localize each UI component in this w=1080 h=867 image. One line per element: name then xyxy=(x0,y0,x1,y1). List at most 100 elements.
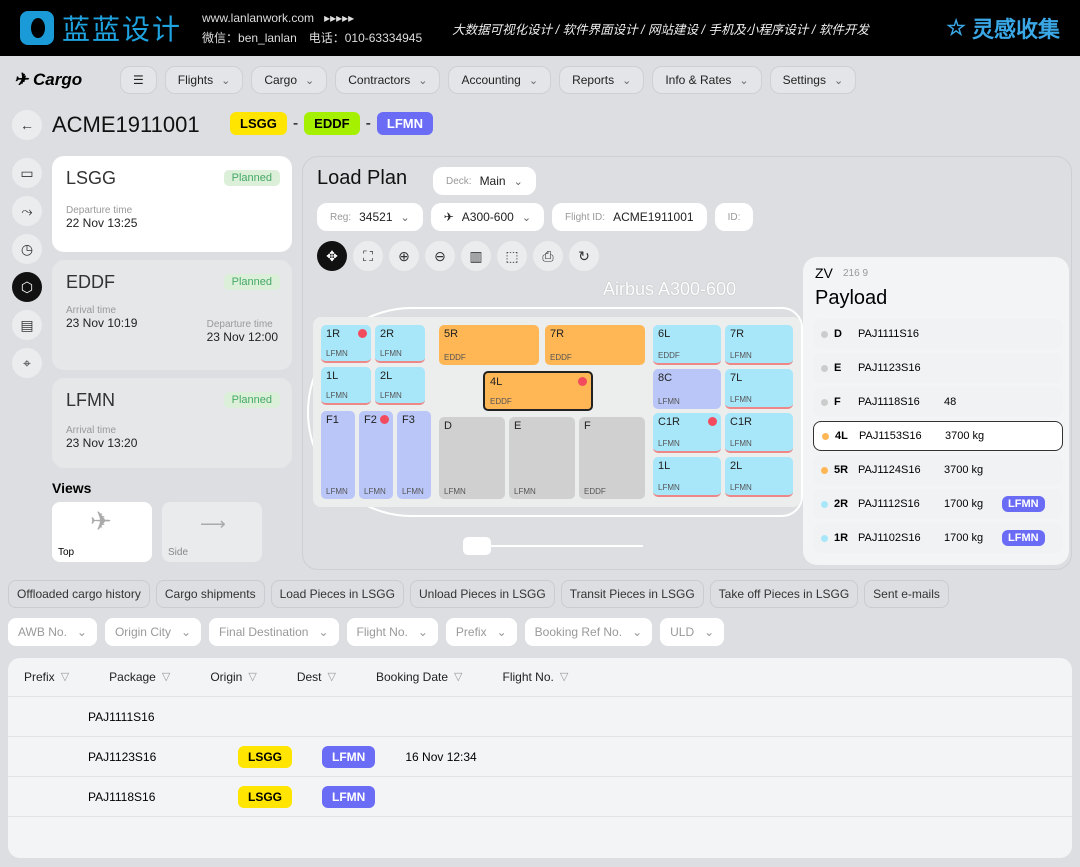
cargo-slot-c1r[interactable]: C1R LFMN xyxy=(653,413,721,453)
table-row[interactable]: PAJ1111S16 xyxy=(8,697,1072,737)
route-chip-eddf[interactable]: EDDF xyxy=(304,112,360,135)
nav-reports[interactable]: Reports ⌄ xyxy=(559,66,645,94)
id-card-icon[interactable]: ▭ xyxy=(12,158,42,188)
dest-chip[interactable]: LFMN xyxy=(322,745,376,768)
filter-icon[interactable]: ▽ xyxy=(327,671,336,683)
payload-row[interactable]: E PAJ1123S16 xyxy=(813,353,1063,383)
filter-booking-ref-no-[interactable]: Booking Ref No. ⌄ xyxy=(524,618,653,646)
cargo-slot-6l[interactable]: 6L EDDF xyxy=(653,325,721,365)
cargo-slot-f[interactable]: F EDDF xyxy=(579,417,645,499)
stop-card-lfmn[interactable]: LFMN Planned Arrival time 23 Nov 13:20 xyxy=(52,378,292,468)
clock-icon[interactable]: ◷ xyxy=(12,234,42,264)
filter-prefix[interactable]: Prefix ⌄ xyxy=(445,618,517,646)
filter-final-destination[interactable]: Final Destination ⌄ xyxy=(209,618,339,646)
filter-icon[interactable]: ▽ xyxy=(248,671,257,683)
column-header[interactable]: Flight No. xyxy=(502,670,554,684)
origin-chip[interactable]: LSGG xyxy=(238,785,293,808)
payload-row[interactable]: 2R PAJ1112S16 1700 kg LFMN xyxy=(813,489,1063,519)
origin-chip[interactable]: LSGG xyxy=(238,745,293,768)
payload-row[interactable]: 5R PAJ1124S16 3700 kg xyxy=(813,455,1063,485)
cargo-slot-2r[interactable]: 2R LFMN xyxy=(375,325,425,363)
nav-accounting[interactable]: Accounting ⌄ xyxy=(448,66,552,94)
cargo-slot-5r[interactable]: 5R EDDF xyxy=(439,325,539,365)
bottom-tab[interactable]: Load Pieces in LSGG xyxy=(270,580,404,608)
refresh-icon[interactable]: ↻ xyxy=(569,241,599,271)
view-side[interactable]: ⟶ Side xyxy=(162,502,262,562)
nav-contractors[interactable]: Contractors ⌄ xyxy=(335,66,441,94)
column-header[interactable]: Origin xyxy=(210,670,243,684)
bottom-tab[interactable]: Unload Pieces in LSGG xyxy=(409,580,555,608)
nav-settings[interactable]: Settings ⌄ xyxy=(769,66,857,94)
bottom-tab[interactable]: Sent e-mails xyxy=(864,580,949,608)
column-header[interactable]: Package xyxy=(109,670,156,684)
bottom-tab[interactable]: Transit Pieces in LSGG xyxy=(560,580,704,608)
cargo-slot-1r[interactable]: 1R LFMN xyxy=(321,325,371,363)
column-header[interactable]: Dest xyxy=(296,670,322,684)
cargo-slot-c1r[interactable]: C1R LFMN xyxy=(725,413,793,453)
column-header[interactable]: Booking Date xyxy=(375,670,449,684)
bottom-tab[interactable]: Take off Pieces in LSGG xyxy=(709,580,859,608)
payload-dest-chip[interactable]: LFMN xyxy=(1002,530,1045,546)
payload-dest-chip[interactable]: LFMN xyxy=(1002,496,1045,512)
stop-card-lsgg[interactable]: LSGG Planned Departure time 22 Nov 13:25 xyxy=(52,156,292,252)
route-chip-lfmn[interactable]: LFMN xyxy=(376,112,433,135)
save-icon[interactable]: ▥ xyxy=(461,241,491,271)
bottom-tab[interactable]: Cargo shipments xyxy=(155,580,265,608)
cargo-slot-d[interactable]: D LFMN xyxy=(439,417,505,499)
print-icon[interactable]: ⎙ xyxy=(533,241,563,271)
dest-chip[interactable]: LFMN xyxy=(322,785,376,808)
aircraft-select[interactable]: ✈ A300-600 ⌄ xyxy=(430,203,545,231)
payload-row[interactable]: D PAJ1111S16 xyxy=(813,319,1063,349)
nav-cargo[interactable]: Cargo ⌄ xyxy=(251,66,328,94)
table-row[interactable]: PAJ1123S16 LSGG LFMN 16 Nov 12:34 xyxy=(8,737,1072,777)
app-logo[interactable]: ✈ Cargo xyxy=(14,70,82,90)
cargo-slot-2l[interactable]: 2L LFMN xyxy=(375,367,425,405)
zoom-slider[interactable] xyxy=(463,537,643,555)
payload-row[interactable]: 1R PAJ1102S16 1700 kg LFMN xyxy=(813,523,1063,553)
payload-row[interactable]: 4L PAJ1153S16 3700 kg xyxy=(813,421,1063,451)
deck-select[interactable]: Deck: Main ⌄ xyxy=(433,167,536,195)
select-icon[interactable]: ⬚ xyxy=(497,241,527,271)
document-icon[interactable]: ▤ xyxy=(12,310,42,340)
filter-icon[interactable]: ▽ xyxy=(161,671,171,683)
map-pin-icon[interactable]: ⌖ xyxy=(12,348,42,378)
cargo-slot-7r[interactable]: 7R LFMN xyxy=(725,325,793,365)
website-link[interactable]: www.lanlanwork.com xyxy=(202,11,315,25)
route-icon[interactable]: ⤳ xyxy=(12,196,42,226)
zoom-in-icon[interactable]: ⊕ xyxy=(389,241,419,271)
move-icon[interactable]: ✥ xyxy=(317,241,347,271)
nav-info-rates[interactable]: Info & Rates ⌄ xyxy=(652,66,762,94)
cargo-slot-1l[interactable]: 1L LFMN xyxy=(321,367,371,405)
filter-flight-no-[interactable]: Flight No. ⌄ xyxy=(346,618,438,646)
view-top[interactable]: ✈ Top xyxy=(52,502,152,562)
zoom-out-icon[interactable]: ⊖ xyxy=(425,241,455,271)
cargo-slot-2l[interactable]: 2L LFMN xyxy=(725,457,793,497)
filter-icon[interactable]: ▽ xyxy=(559,671,569,683)
fit-icon[interactable]: ⛶ xyxy=(353,241,383,271)
cargo-slot-1l[interactable]: 1L LFMN xyxy=(653,457,721,497)
cargo-slot-f1[interactable]: F1 LFMN xyxy=(321,411,355,499)
nav-flights[interactable]: Flights ⌄ xyxy=(164,66,244,94)
filter-icon[interactable]: ▽ xyxy=(60,671,70,683)
route-chip-lsgg[interactable]: LSGG xyxy=(230,112,287,135)
filter-origin-city[interactable]: Origin City ⌄ xyxy=(104,618,202,646)
flight-id-field[interactable]: Flight ID: ACME1911001 xyxy=(552,203,707,231)
payload-row[interactable]: F PAJ1118S16 48 xyxy=(813,387,1063,417)
cargo-slot-f2[interactable]: F2 LFMN xyxy=(359,411,393,499)
back-button[interactable]: ← xyxy=(12,110,42,140)
filter-icon[interactable]: ▽ xyxy=(454,671,463,683)
cargo-slot-7l[interactable]: 7L LFMN xyxy=(725,369,793,409)
column-header[interactable]: Prefix xyxy=(24,670,55,684)
stop-card-eddf[interactable]: EDDF Planned Arrival time 23 Nov 10:19 De… xyxy=(52,260,292,370)
menu-button[interactable]: ☰ xyxy=(120,66,157,94)
box-icon[interactable]: ⬡ xyxy=(12,272,42,302)
slider-handle[interactable] xyxy=(463,537,491,555)
cargo-slot-f3[interactable]: F3 LFMN xyxy=(397,411,431,499)
filter-uld[interactable]: ULD ⌄ xyxy=(660,618,725,646)
cargo-slot-e[interactable]: E LFMN xyxy=(509,417,575,499)
cargo-slot-8c[interactable]: 8C LFMN xyxy=(653,369,721,409)
id-field[interactable]: ID: xyxy=(714,203,754,231)
bottom-tab[interactable]: Offloaded cargo history xyxy=(8,580,150,608)
table-row[interactable]: PAJ1118S16 LSGG LFMN xyxy=(8,777,1072,817)
cargo-slot-4l[interactable]: 4L EDDF xyxy=(483,371,593,411)
